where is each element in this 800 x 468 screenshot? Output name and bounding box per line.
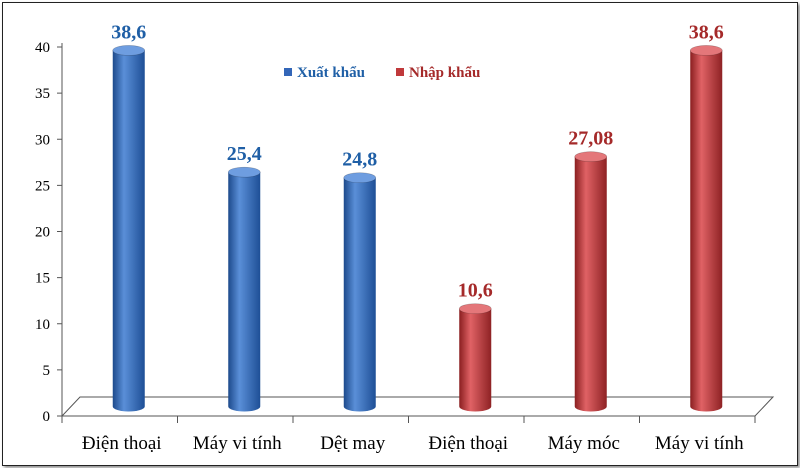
bar-top: [458, 303, 492, 315]
y-tick-label: 10: [35, 317, 50, 333]
data-label: 25,4: [227, 143, 262, 165]
bar-top: [689, 45, 723, 56]
bar-body: [459, 308, 492, 412]
legend-label: Nhập khẩu: [409, 65, 480, 81]
bar-body: [228, 172, 261, 412]
data-label: 10,6: [458, 280, 493, 302]
y-tick-label: 25: [35, 178, 50, 194]
y-tick-label: 15: [35, 271, 50, 287]
x-tick-label: Dệt may: [320, 433, 385, 454]
x-tick-label: Máy vi tính: [655, 433, 744, 454]
bar: [574, 151, 608, 412]
bar-body: [574, 156, 607, 412]
bar-body: [690, 50, 723, 412]
bar: [227, 166, 261, 412]
bar: [343, 172, 377, 412]
x-tick-label: Máy móc: [548, 433, 620, 454]
legend-swatch: [396, 68, 404, 76]
y-tick-label: 35: [35, 86, 50, 102]
bar: [458, 303, 492, 412]
bar-top: [343, 172, 377, 184]
data-label: 24,8: [342, 149, 377, 171]
axes: [60, 43, 775, 423]
x-tick-label: Điện thoại: [428, 433, 508, 454]
data-label: 27,08: [568, 128, 613, 150]
y-tick-label: 5: [43, 363, 51, 379]
y-tick-label: 20: [35, 225, 50, 241]
legend-label: Xuất khẩu: [297, 65, 365, 81]
bar: [112, 45, 146, 412]
bar-top: [574, 151, 608, 162]
chart-floor: [60, 396, 775, 417]
bars: 38,6 25,4 24,8 10,6 27,08 38,6: [111, 21, 724, 412]
y-axis-ticks: 0 5 10 15 20 25 30 35 40: [35, 40, 62, 425]
x-axis-labels: Điện thoại Máy vi tính Dệt may Điện thoại Má…: [82, 433, 744, 454]
legend: Xuất khẩu Nhập khẩu: [284, 65, 480, 81]
bar-top: [112, 45, 146, 56]
bar-body: [112, 50, 145, 412]
data-label: 38,6: [111, 21, 146, 43]
y-tick-label: 0: [43, 409, 51, 425]
bar: [689, 45, 723, 412]
y-tick-label: 30: [35, 132, 50, 148]
x-tick-label: Điện thoại: [82, 433, 162, 454]
x-tick-label: Máy vi tính: [193, 433, 282, 454]
legend-swatch: [284, 68, 292, 76]
bar-body: [343, 177, 376, 412]
y-tick-label: 40: [35, 40, 50, 56]
data-label: 38,6: [689, 21, 724, 43]
bar-top: [227, 166, 261, 178]
